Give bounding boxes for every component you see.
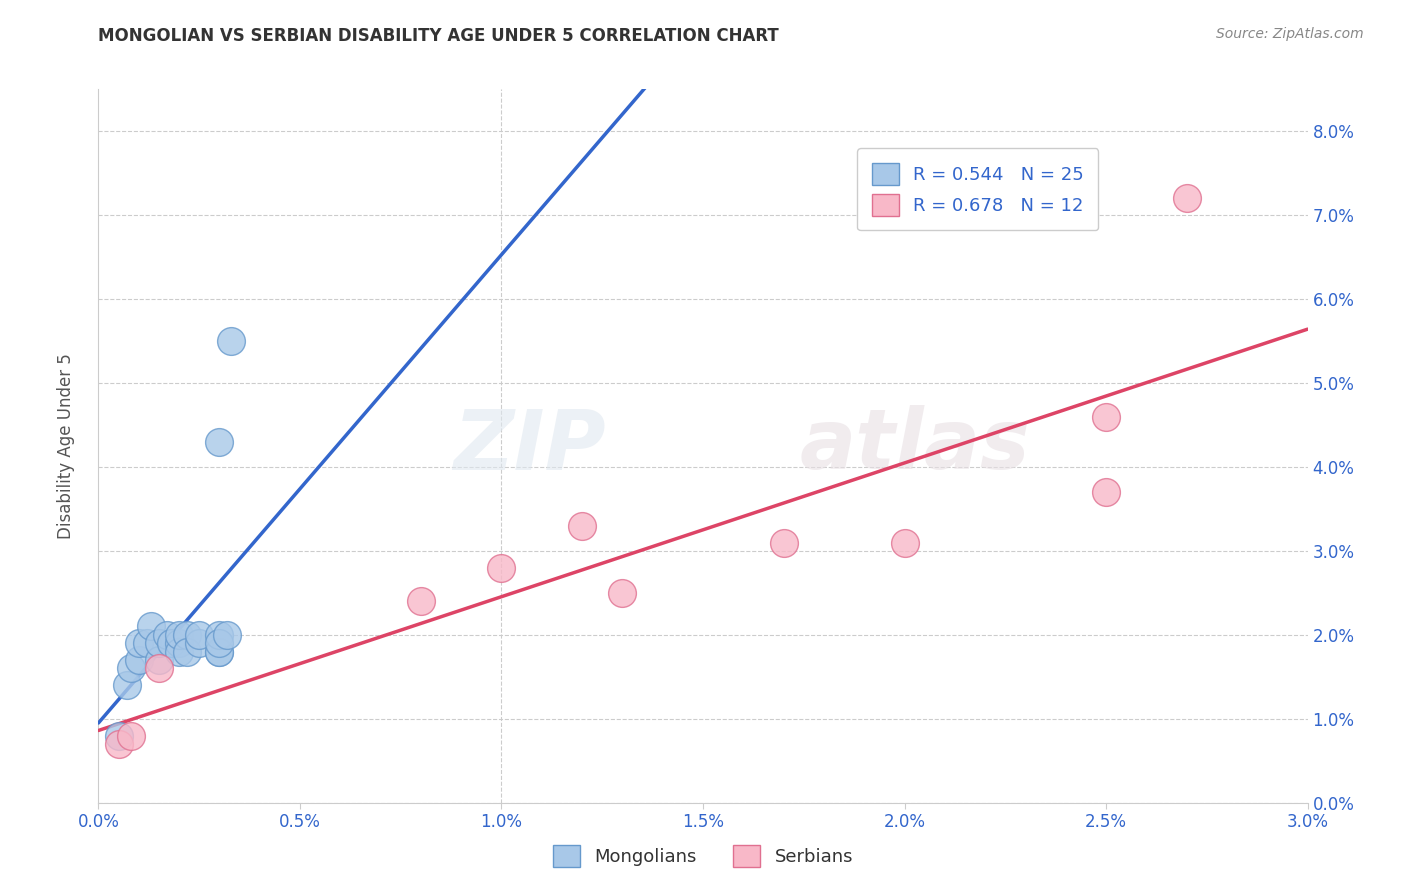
Point: [409, 594, 432, 608]
Legend: R = 0.544   N = 25, R = 0.678   N = 12: R = 0.544 N = 25, R = 0.678 N = 12: [858, 148, 1098, 230]
Point: [135, 636, 157, 650]
Point: [160, 636, 183, 650]
Point: [217, 628, 239, 642]
Point: [120, 729, 142, 743]
Point: [176, 645, 198, 659]
Point: [128, 636, 150, 650]
Point: [120, 661, 142, 675]
Point: [188, 636, 211, 650]
Point: [148, 653, 170, 667]
Legend: Mongolians, Serbians: Mongolians, Serbians: [546, 838, 860, 874]
Point: [128, 653, 150, 667]
Text: MONGOLIAN VS SERBIAN DISABILITY AGE UNDER 5 CORRELATION CHART: MONGOLIAN VS SERBIAN DISABILITY AGE UNDE…: [98, 27, 779, 45]
Point: [208, 434, 231, 449]
Point: [893, 535, 915, 549]
Point: [208, 636, 231, 650]
Point: [176, 628, 198, 642]
Point: [107, 737, 129, 751]
Point: [167, 628, 190, 642]
Point: [208, 628, 231, 642]
Point: [571, 518, 593, 533]
Y-axis label: Disability Age Under 5: Disability Age Under 5: [56, 353, 75, 539]
Point: [167, 645, 190, 659]
Point: [1175, 191, 1198, 205]
Point: [115, 678, 138, 692]
Point: [1095, 409, 1118, 424]
Text: atlas: atlas: [800, 406, 1031, 486]
Point: [188, 628, 211, 642]
Point: [208, 645, 231, 659]
Point: [221, 334, 243, 348]
Point: [156, 628, 179, 642]
Text: ZIP: ZIP: [454, 406, 606, 486]
Point: [139, 619, 162, 633]
Point: [491, 560, 513, 574]
Point: [208, 645, 231, 659]
Point: [148, 636, 170, 650]
Point: [772, 535, 794, 549]
Point: [612, 586, 634, 600]
Point: [1095, 485, 1118, 500]
Point: [107, 729, 129, 743]
Text: Source: ZipAtlas.com: Source: ZipAtlas.com: [1216, 27, 1364, 41]
Point: [148, 661, 170, 675]
Point: [167, 636, 190, 650]
